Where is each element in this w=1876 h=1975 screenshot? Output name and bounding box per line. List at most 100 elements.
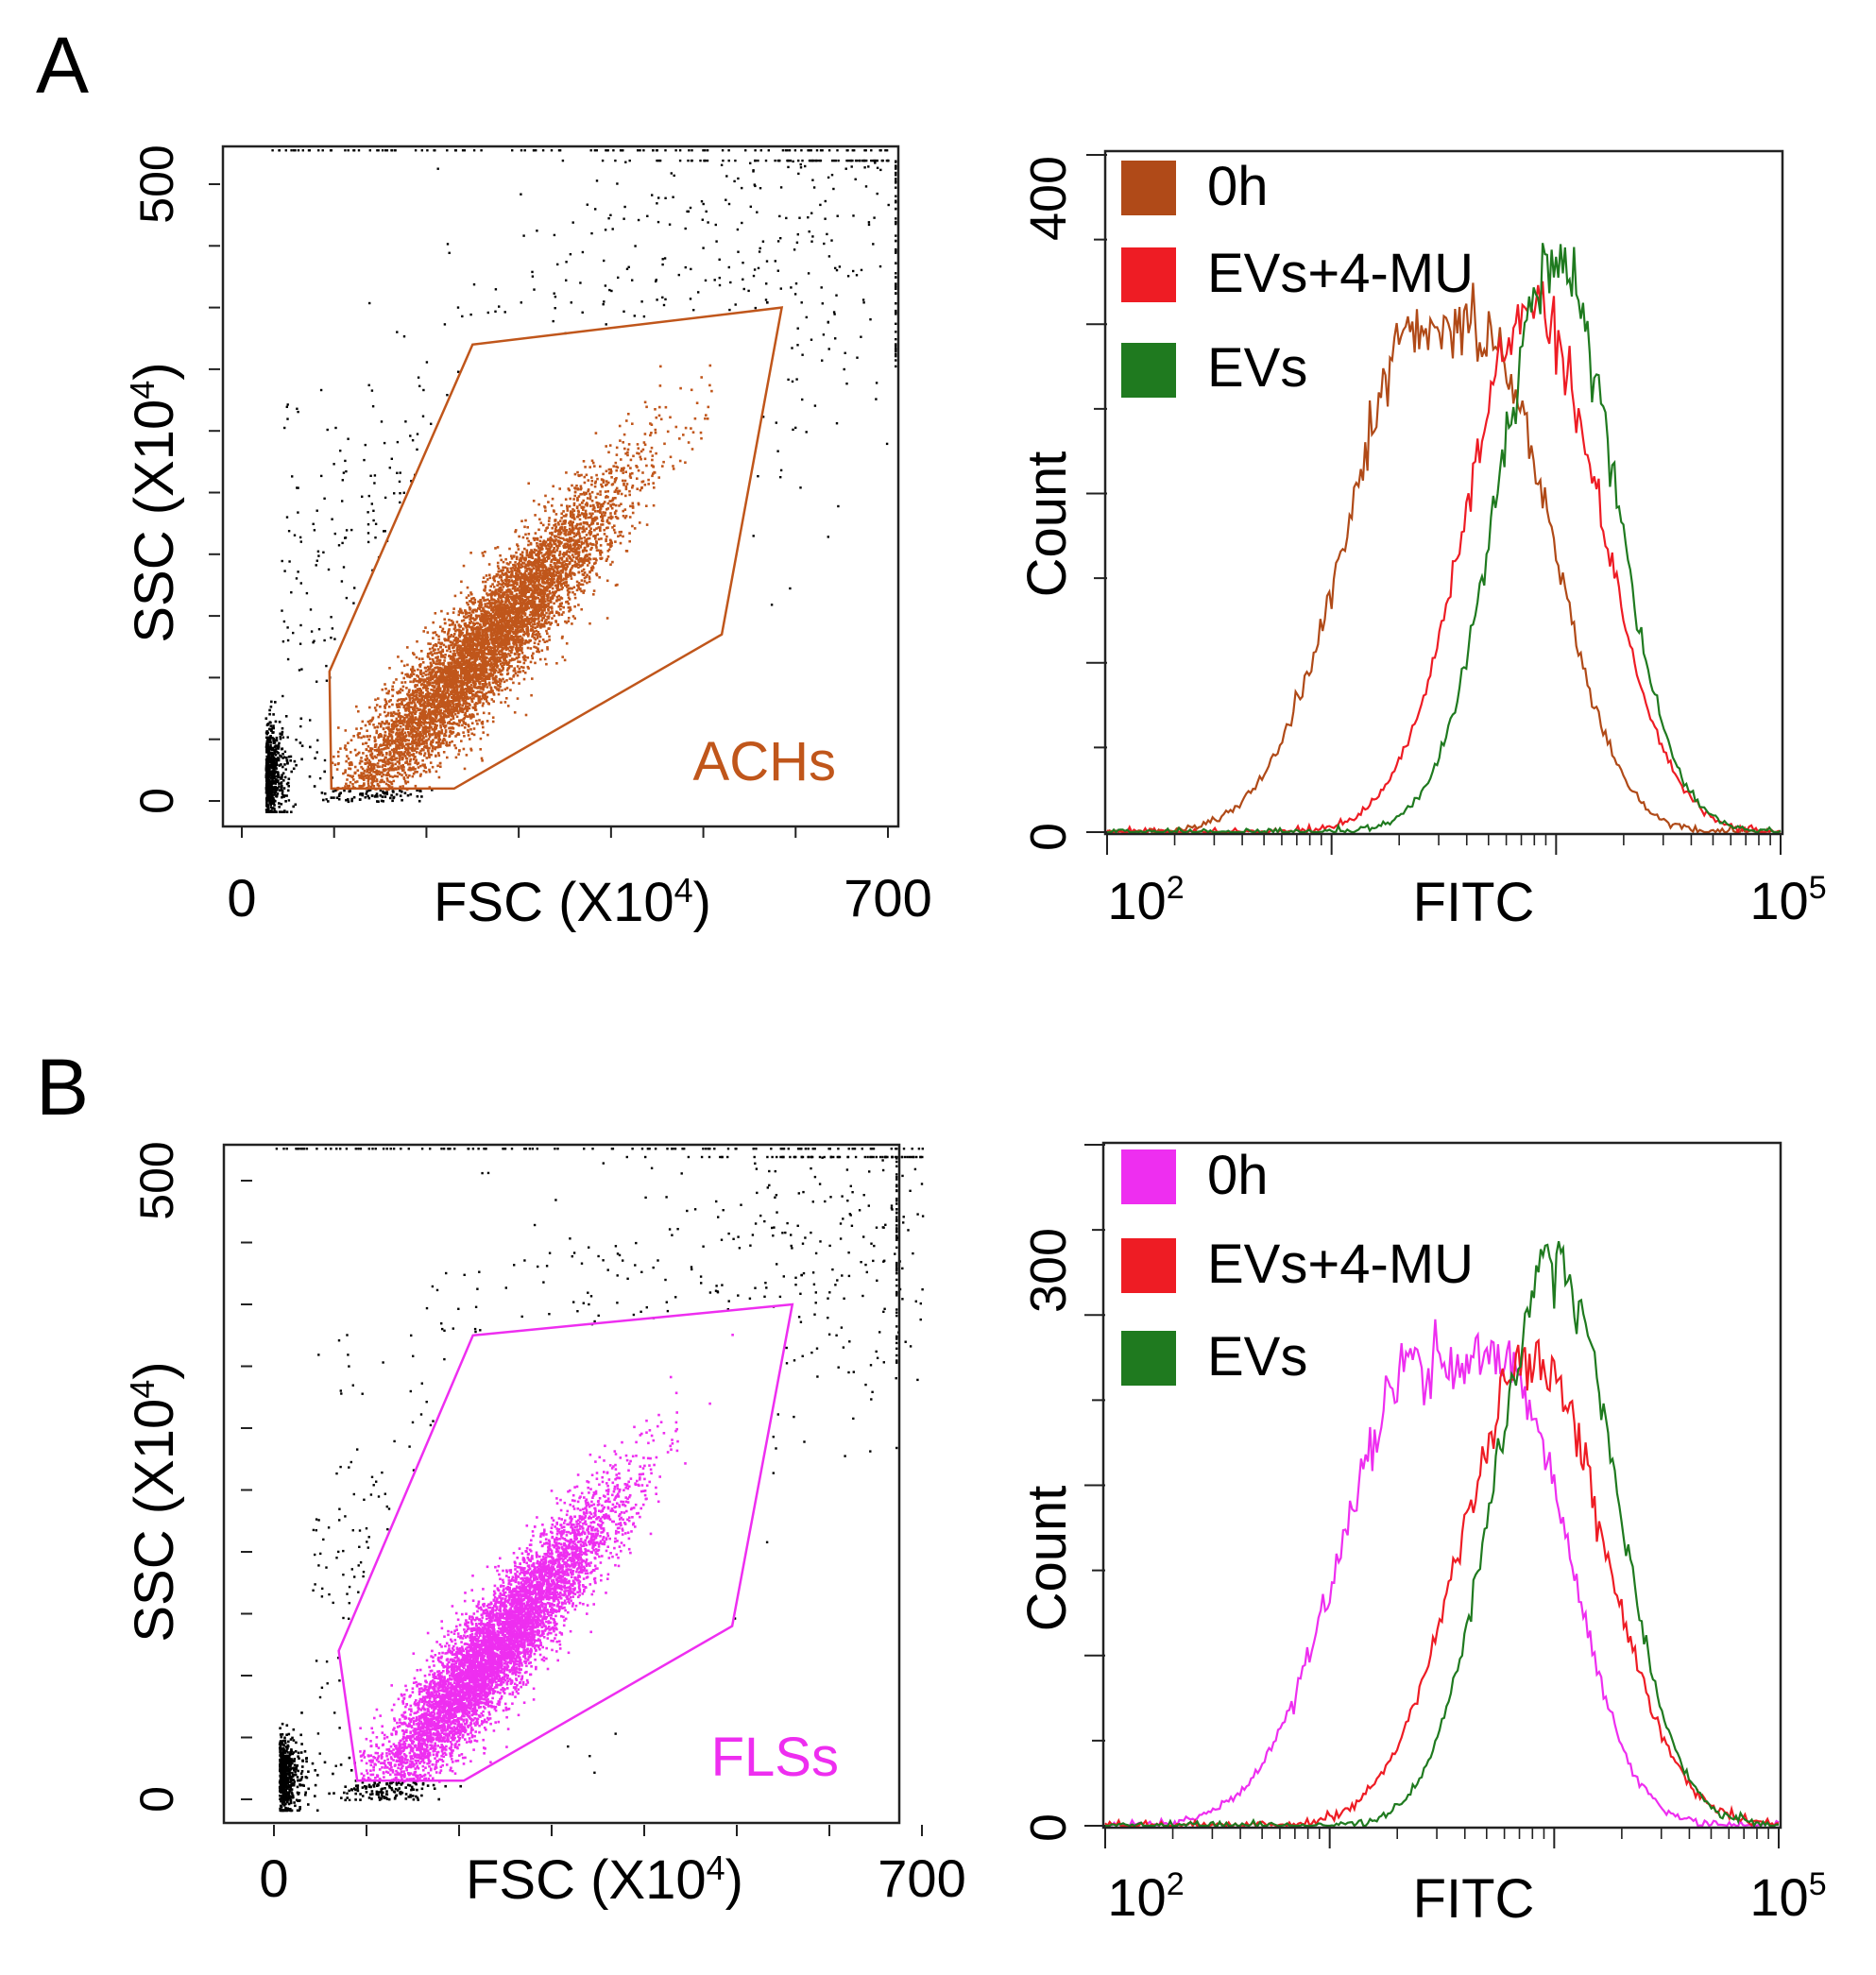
scatter-point [533,645,536,649]
scatter-point [495,687,498,690]
scatter-point [527,580,531,584]
scatter-point [555,562,558,565]
scatter-point [547,604,550,608]
scatter-point [481,723,485,725]
scatter-point [576,515,580,519]
scatter-point [388,753,391,757]
scatter-point [588,497,592,501]
scatter-point [420,713,423,717]
scatter-point [517,621,520,625]
scatter-point [403,731,407,735]
scatter-point [384,734,386,737]
scatter-point [550,621,554,624]
scatter-point [559,584,563,587]
scatter-point [494,547,497,550]
scatter-point [547,617,550,620]
scatter-points [264,149,897,813]
scatter-point [463,694,467,698]
scatter-point [526,590,530,593]
scatter-point [532,598,536,601]
scatter-point [360,773,364,776]
scatter-point [457,724,460,726]
scatter-point [606,481,610,485]
scatter-point [564,584,567,587]
scatter-point [401,731,403,734]
scatter-point [413,701,416,704]
scatter-point [571,590,574,594]
scatter-point [520,638,524,640]
scatter-point [570,531,573,534]
scatter-point [590,569,594,572]
scatter-point [530,594,533,597]
scatter-point [413,729,416,733]
scatter-point [408,699,412,702]
scatter-point [380,723,383,726]
scatter-point [453,692,457,695]
scatter-point [530,554,534,558]
scatter-point [597,526,601,529]
scatter-point [492,586,496,588]
scatter-point [618,504,621,507]
scatter-point [541,547,544,551]
scatter-point [407,731,410,734]
scatter-point [540,613,543,617]
scatter-point [411,775,415,778]
scatter-point [540,599,543,603]
scatter-point [389,796,392,800]
scatter-point [525,549,529,553]
scatter-point [629,467,632,469]
scatter-point [366,774,369,777]
scatter-point [465,668,468,672]
scatter-point [528,638,531,642]
scatter-point [483,670,486,673]
scatter-point [433,706,436,709]
scatter-point [541,523,545,527]
scatter-point [399,731,401,734]
scatter-point [563,658,567,662]
scatter-point [408,734,411,738]
scatter-point [459,647,462,650]
scatter-point [462,680,466,683]
scatter-point [586,554,588,558]
scatter-point [453,654,457,657]
scatter-point [390,768,393,772]
scatter-point [539,536,542,538]
scatter-point [404,749,408,752]
scatter-point [452,627,456,631]
scatter-point [385,691,388,695]
scatter-point [550,558,554,562]
scatter-point [390,723,394,726]
scatter-point [399,715,402,718]
scatter-point [384,782,388,786]
scatter-point [442,663,445,667]
scatter-point [475,646,478,650]
scatter-point [336,755,340,758]
scatter-point [447,637,451,640]
scatter-point [549,564,553,567]
scatter-point [418,680,422,684]
scatter-point [530,595,534,599]
scatter-point [427,752,431,755]
scatter-point [454,735,457,738]
scatter-point [588,577,591,580]
scatter-point [561,635,564,638]
scatter-point [409,732,413,735]
scatter-point [506,626,509,629]
scatter-point [486,700,488,703]
scatter-point [472,685,476,689]
scatter-point [537,558,541,561]
scatter-point [482,693,485,696]
scatter-point [597,549,600,552]
scatter-point [545,621,548,625]
scatter-point [360,759,364,763]
scatter-point [650,446,654,450]
scatter-point [597,502,600,505]
scatter-point [533,637,536,639]
scatter-point [345,748,348,751]
scatter-point [373,739,377,741]
scatter-point [475,651,479,655]
scatter-point [469,613,473,617]
scatter-point [639,521,641,524]
scatter-point [377,770,381,773]
scatter-point [485,691,488,695]
